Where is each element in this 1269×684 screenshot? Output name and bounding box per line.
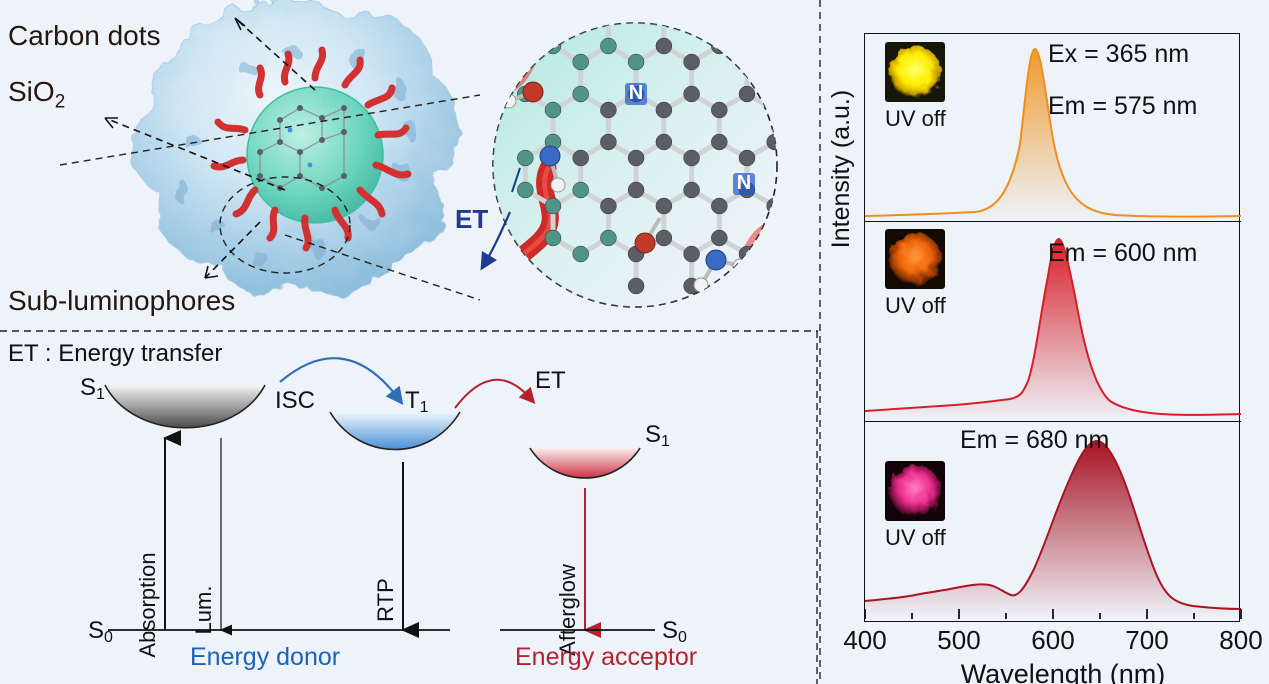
svg-text:S0: S0 <box>88 617 113 646</box>
svg-text:Em = 600 nm: Em = 600 nm <box>1048 239 1197 267</box>
svg-text:600: 600 <box>1031 625 1074 655</box>
svg-text:N: N <box>737 172 751 194</box>
svg-text:S1: S1 <box>645 421 670 450</box>
svg-text:Wavelength (nm): Wavelength (nm) <box>961 659 1166 684</box>
svg-text:Em = 680 nm: Em = 680 nm <box>960 426 1109 454</box>
svg-text:S1: S1 <box>80 374 105 403</box>
svg-text:800: 800 <box>1219 625 1262 655</box>
svg-text:Em = 575 nm: Em = 575 nm <box>1048 92 1197 120</box>
svg-text:400: 400 <box>843 625 886 655</box>
svg-text:500: 500 <box>937 625 980 655</box>
svg-text:S0: S0 <box>662 617 687 646</box>
svg-text:700: 700 <box>1125 625 1168 655</box>
svg-text:ET: ET <box>455 204 488 234</box>
svg-text:Absorption: Absorption <box>135 552 160 657</box>
svg-text:UV off: UV off <box>885 293 947 318</box>
svg-text:ET: ET <box>535 367 566 394</box>
svg-text:RTP: RTP <box>373 578 398 622</box>
svg-text:ISC: ISC <box>275 387 315 414</box>
svg-text:ET : Energy transfer: ET : Energy transfer <box>8 340 222 367</box>
svg-text:Energy donor: Energy donor <box>190 643 340 671</box>
svg-text:T1: T1 <box>405 387 429 416</box>
svg-text:N: N <box>629 82 643 104</box>
svg-text:Energy acceptor: Energy acceptor <box>515 643 697 671</box>
svg-text:Lum.: Lum. <box>191 586 216 635</box>
svg-text:Ex = 365 nm: Ex = 365 nm <box>1048 40 1189 68</box>
svg-text:UV off: UV off <box>885 525 947 550</box>
svg-text:UV off: UV off <box>885 106 947 131</box>
